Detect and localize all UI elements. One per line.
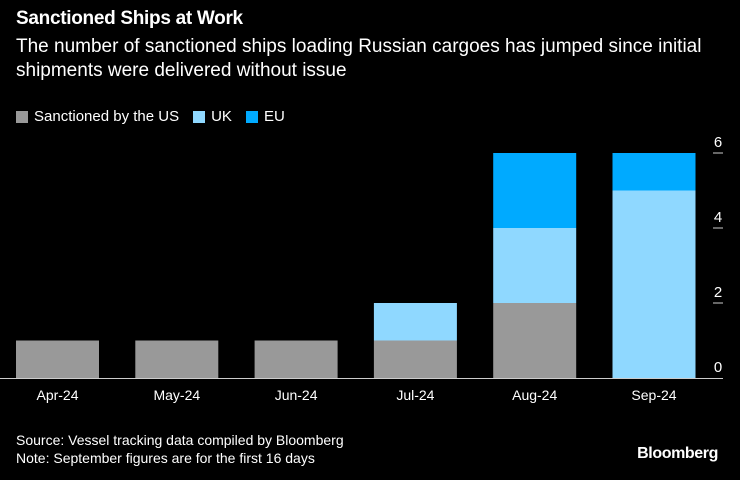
y-tick-label: 2	[714, 284, 722, 301]
x-tick-label: Aug-24	[512, 387, 557, 403]
x-tick-label: Sep-24	[631, 387, 676, 403]
footnote: Note: September figures are for the firs…	[16, 450, 315, 466]
chart-subtitle: The number of sanctioned ships loading R…	[16, 36, 702, 81]
chart-title: Sanctioned Ships at Work	[16, 8, 243, 29]
x-tick-label: Apr-24	[36, 387, 78, 403]
bloomberg-logo: Bloomberg	[637, 445, 718, 462]
legend-item-uk: UK	[193, 108, 232, 125]
bar-aug-24-eu	[493, 153, 577, 228]
bar-aug-24-sanctioned	[493, 303, 577, 378]
bar-jul-24-sanctioned	[373, 340, 457, 378]
legend-label-eu: EU	[263, 108, 285, 125]
bar-jun-24-sanctioned	[254, 340, 338, 378]
bar-apr-24-sanctioned	[16, 340, 99, 378]
legend-swatch-us	[16, 110, 28, 123]
legend: Sanctioned by the US UK EU	[16, 108, 285, 125]
x-tick-label: Jul-24	[396, 387, 434, 403]
y-tick-label: 0	[714, 359, 722, 376]
source-note: Source: Vessel tracking data compiled by…	[16, 432, 344, 448]
bar-sep-24-eu	[612, 153, 696, 191]
legend-swatch-eu	[245, 110, 258, 123]
bar-may-24-sanctioned	[135, 340, 219, 378]
legend-item-eu: EU	[245, 108, 285, 125]
bar-aug-24-uk	[493, 228, 577, 303]
legend-item-us: Sanctioned by the US	[16, 108, 179, 125]
legend-swatch-uk	[193, 110, 206, 123]
bar-jul-24-uk	[373, 303, 457, 341]
x-tick-label: May-24	[153, 387, 200, 403]
legend-label-uk: UK	[211, 108, 232, 125]
legend-label-us: Sanctioned by the US	[34, 108, 180, 125]
x-tick-label: Jun-24	[275, 387, 318, 403]
y-tick-label: 6	[714, 134, 722, 151]
footer: Source: Vessel tracking data compiled by…	[16, 431, 344, 467]
y-tick-label: 4	[714, 209, 722, 226]
bar-sep-24-uk	[612, 190, 696, 378]
